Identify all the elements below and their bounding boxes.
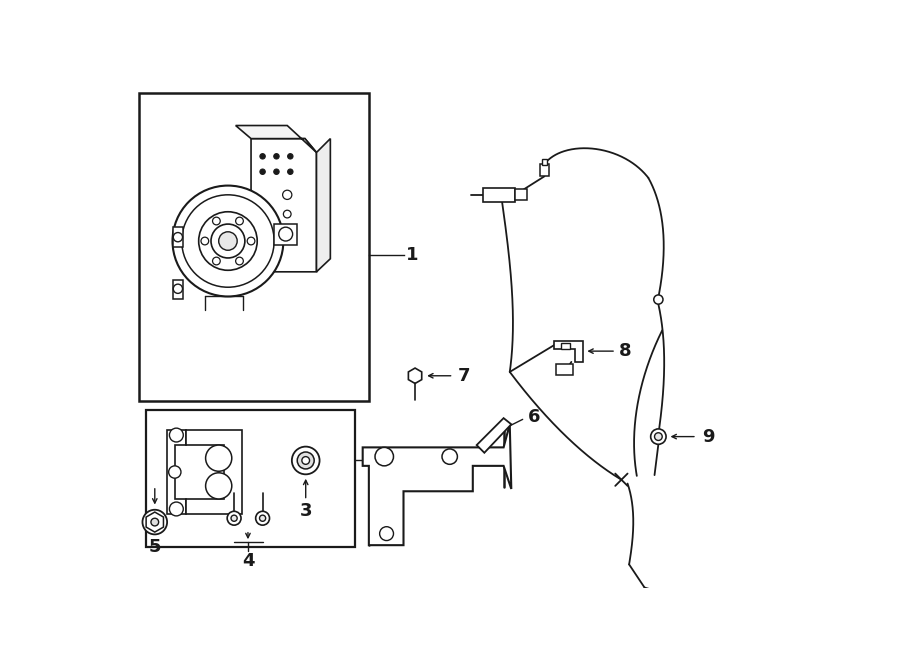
- Circle shape: [227, 512, 241, 525]
- Circle shape: [211, 224, 245, 258]
- Text: 1: 1: [406, 246, 419, 264]
- Circle shape: [173, 186, 284, 297]
- Text: 4: 4: [242, 551, 254, 570]
- Circle shape: [288, 153, 293, 159]
- Circle shape: [302, 457, 310, 464]
- Text: 2: 2: [392, 451, 404, 469]
- Bar: [146, 410, 355, 547]
- Polygon shape: [236, 126, 317, 153]
- Circle shape: [205, 473, 232, 499]
- Text: 5: 5: [148, 537, 161, 556]
- Bar: [140, 93, 369, 401]
- Circle shape: [219, 232, 238, 251]
- Circle shape: [292, 447, 320, 475]
- Polygon shape: [167, 430, 185, 514]
- Circle shape: [651, 429, 666, 444]
- Circle shape: [236, 257, 243, 265]
- Bar: [542, 159, 546, 165]
- Polygon shape: [554, 341, 583, 362]
- Circle shape: [168, 466, 181, 478]
- Bar: [515, 190, 527, 200]
- Polygon shape: [363, 424, 511, 545]
- Polygon shape: [185, 430, 242, 514]
- Polygon shape: [173, 280, 184, 299]
- Circle shape: [169, 502, 184, 516]
- Text: 9: 9: [702, 428, 715, 446]
- Circle shape: [174, 233, 183, 242]
- Circle shape: [182, 195, 274, 288]
- Polygon shape: [477, 418, 511, 453]
- Circle shape: [283, 190, 292, 200]
- Circle shape: [288, 169, 293, 175]
- Circle shape: [653, 295, 663, 304]
- Circle shape: [259, 515, 266, 522]
- Circle shape: [284, 210, 291, 218]
- Circle shape: [297, 452, 314, 469]
- Circle shape: [274, 169, 279, 175]
- Circle shape: [231, 515, 238, 522]
- Circle shape: [236, 217, 243, 225]
- Circle shape: [169, 428, 184, 442]
- Circle shape: [380, 527, 393, 541]
- Circle shape: [274, 153, 279, 159]
- Polygon shape: [251, 139, 317, 272]
- Circle shape: [248, 237, 255, 245]
- Text: 6: 6: [528, 408, 541, 426]
- Polygon shape: [173, 227, 184, 247]
- Bar: [540, 164, 549, 176]
- Circle shape: [142, 510, 167, 534]
- Circle shape: [260, 169, 265, 175]
- Text: 8: 8: [619, 342, 632, 360]
- Text: 3: 3: [300, 502, 312, 520]
- Circle shape: [174, 284, 183, 293]
- Circle shape: [212, 257, 220, 265]
- Circle shape: [654, 433, 662, 440]
- Circle shape: [375, 447, 393, 466]
- Polygon shape: [409, 368, 422, 383]
- Circle shape: [205, 445, 232, 471]
- Circle shape: [212, 217, 220, 225]
- Circle shape: [151, 518, 158, 526]
- Circle shape: [260, 153, 265, 159]
- Circle shape: [256, 512, 269, 525]
- Bar: [482, 188, 515, 202]
- Bar: [556, 364, 573, 375]
- Circle shape: [442, 449, 457, 464]
- Bar: [561, 342, 570, 349]
- Polygon shape: [274, 224, 297, 245]
- Polygon shape: [317, 139, 330, 272]
- Text: 7: 7: [457, 367, 470, 385]
- Circle shape: [279, 227, 292, 241]
- Polygon shape: [146, 512, 164, 532]
- Circle shape: [199, 212, 257, 270]
- Circle shape: [201, 237, 209, 245]
